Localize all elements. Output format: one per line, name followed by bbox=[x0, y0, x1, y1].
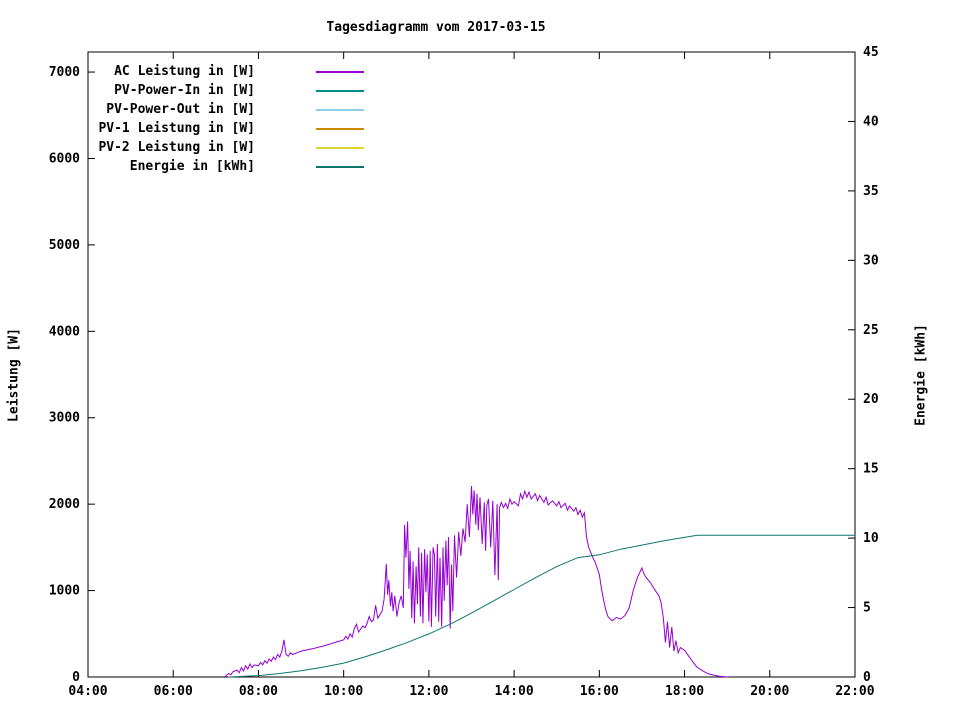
legend: AC Leistung in [W] PV-Power-In in [W] PV… bbox=[96, 62, 364, 176]
y-left-tick-label: 1000 bbox=[49, 584, 80, 599]
y-right-tick-label: 35 bbox=[863, 184, 879, 199]
y-left-tick-label: 0 bbox=[72, 670, 80, 685]
legend-item: PV-Power-In in [W] bbox=[96, 81, 364, 100]
legend-line-swatch bbox=[316, 89, 364, 92]
y-right-tick-label: 10 bbox=[863, 531, 879, 546]
y-left-tick-label: 3000 bbox=[49, 411, 80, 426]
y-right-tick-label: 15 bbox=[863, 462, 879, 477]
y-right-tick-label: 20 bbox=[863, 392, 879, 407]
series-line-energie-in-kwh bbox=[228, 534, 855, 678]
y-left-tick-label: 7000 bbox=[49, 65, 80, 80]
x-tick-label: 20:00 bbox=[750, 684, 789, 699]
y-left-tick-label: 2000 bbox=[49, 497, 80, 512]
x-tick-label: 12:00 bbox=[409, 684, 448, 699]
x-tick-label: 08:00 bbox=[239, 684, 278, 699]
legend-label: Energie in [kWh] bbox=[129, 159, 255, 174]
legend-label: PV-Power-In in [W] bbox=[114, 83, 255, 98]
legend-item: AC Leistung in [W] bbox=[96, 62, 364, 81]
legend-label: AC Leistung in [W] bbox=[114, 64, 255, 79]
legend-item: PV-1 Leistung in [W] bbox=[96, 119, 364, 138]
x-tick-label: 04:00 bbox=[68, 684, 107, 699]
legend-label: PV-Power-Out in [W] bbox=[106, 102, 255, 117]
legend-item: Energie in [kWh] bbox=[96, 157, 364, 176]
legend-line-swatch bbox=[316, 146, 364, 149]
legend-line-swatch bbox=[316, 127, 364, 130]
y-right-tick-label: 0 bbox=[863, 670, 871, 685]
y-right-tick-label: 45 bbox=[863, 45, 879, 60]
y-right-tick-label: 30 bbox=[863, 253, 879, 268]
y-right-tick-label: 5 bbox=[863, 601, 871, 616]
y-right-tick-label: 25 bbox=[863, 323, 879, 338]
series-line-ac-leistung-in-w bbox=[224, 485, 728, 678]
plot-border bbox=[87, 51, 856, 678]
y-left-tick-label: 6000 bbox=[49, 151, 80, 166]
y-right-tick-label: 40 bbox=[863, 114, 879, 129]
legend-item: PV-2 Leistung in [W] bbox=[96, 138, 364, 157]
x-tick-label: 18:00 bbox=[665, 684, 704, 699]
x-tick-label: 22:00 bbox=[835, 684, 874, 699]
y-left-tick-label: 4000 bbox=[49, 324, 80, 339]
legend-item: PV-Power-Out in [W] bbox=[96, 100, 364, 119]
x-tick-label: 06:00 bbox=[154, 684, 193, 699]
legend-label: PV-1 Leistung in [W] bbox=[98, 121, 255, 136]
x-tick-label: 16:00 bbox=[580, 684, 619, 699]
x-tick-label: 14:00 bbox=[495, 684, 534, 699]
legend-line-swatch bbox=[316, 70, 364, 73]
x-tick-label: 10:00 bbox=[324, 684, 363, 699]
legend-line-swatch bbox=[316, 165, 364, 168]
legend-label: PV-2 Leistung in [W] bbox=[98, 140, 255, 155]
legend-line-swatch bbox=[316, 108, 364, 111]
y-left-tick-label: 5000 bbox=[49, 238, 80, 253]
chart-title: Tagesdiagramm vom 2017-03-15 bbox=[326, 20, 546, 35]
